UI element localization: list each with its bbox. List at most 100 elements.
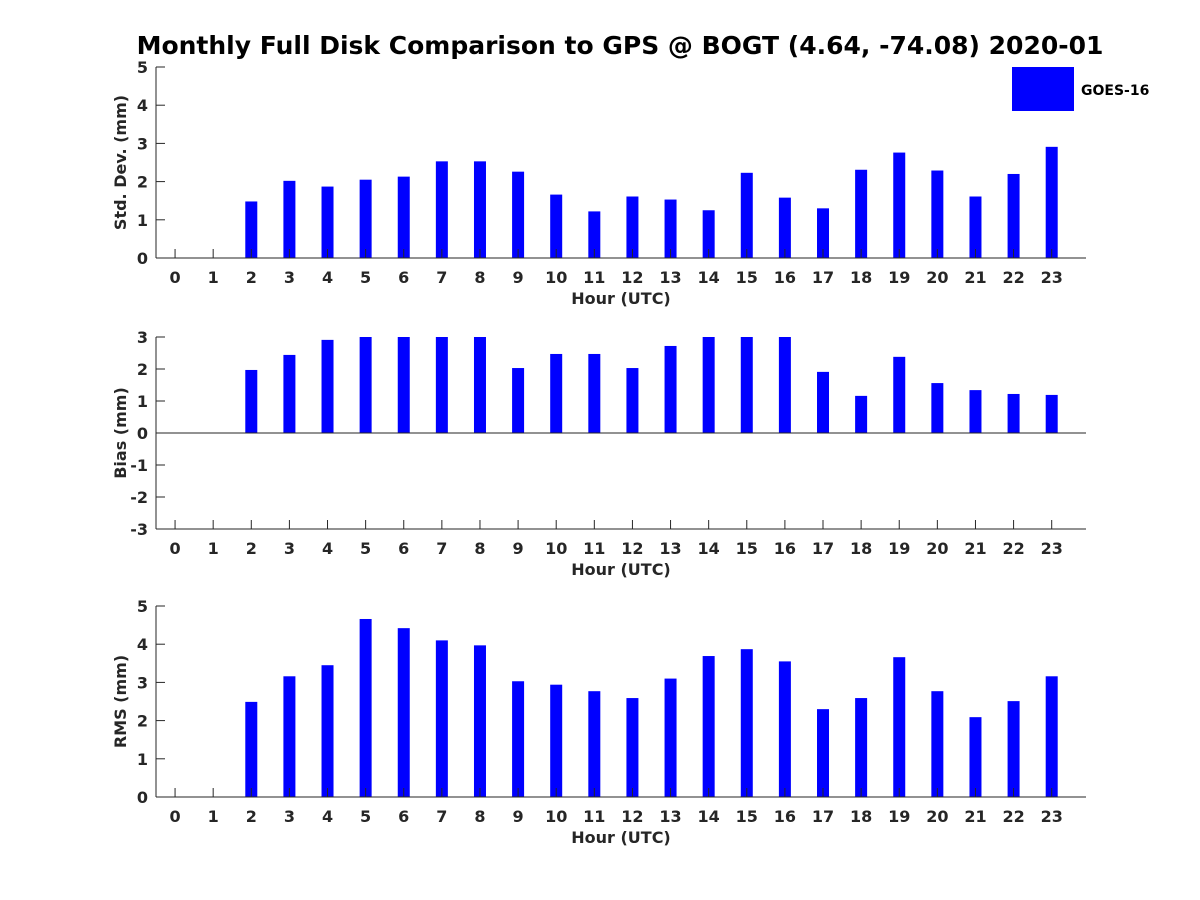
x-tick-label-std-dev-12: 12 (621, 268, 643, 287)
x-axis-label-rms: Hour (UTC) (571, 828, 671, 847)
x-tick-label-std-dev-7: 7 (436, 268, 447, 287)
bar-std-dev-hour-10 (550, 194, 563, 258)
bar-rms-hour-22 (1007, 701, 1020, 797)
x-tick-label-bias-19: 19 (888, 539, 910, 558)
x-tick-label-std-dev-15: 15 (736, 268, 758, 287)
bar-std-dev-hour-16 (778, 197, 791, 258)
x-tick-label-std-dev-4: 4 (322, 268, 333, 287)
x-tick-label-rms-5: 5 (360, 807, 371, 826)
y-tick-label-std-dev-3: 3 (137, 134, 148, 153)
x-tick-label-bias-6: 6 (398, 539, 409, 558)
x-tick-label-rms-21: 21 (964, 807, 986, 826)
bar-rms-hour-3 (283, 676, 296, 797)
bar-rms-hour-11 (588, 691, 601, 797)
bar-bias-hour-2 (245, 369, 258, 433)
bar-std-dev-hour-13 (664, 199, 677, 258)
x-tick-label-bias-18: 18 (850, 539, 872, 558)
bar-bias-hour-4 (321, 339, 334, 433)
x-tick-label-rms-0: 0 (169, 807, 180, 826)
x-tick-label-rms-19: 19 (888, 807, 910, 826)
x-tick-label-std-dev-18: 18 (850, 268, 872, 287)
bar-rms-hour-15 (740, 649, 753, 797)
x-tick-label-bias-11: 11 (583, 539, 605, 558)
x-axis-label-bias: Hour (UTC) (571, 560, 671, 579)
x-tick-label-std-dev-13: 13 (659, 268, 681, 287)
bar-std-dev-hour-2 (245, 201, 258, 258)
bar-rms-hour-18 (855, 698, 868, 797)
bar-std-dev-hour-12 (626, 196, 639, 258)
bar-rms-hour-14 (702, 656, 715, 797)
bar-bias-hour-23 (1045, 394, 1058, 433)
x-tick-label-bias-8: 8 (474, 539, 485, 558)
x-tick-label-rms-1: 1 (208, 807, 219, 826)
x-tick-label-bias-14: 14 (698, 539, 720, 558)
bar-rms-hour-17 (817, 709, 830, 797)
x-tick-label-std-dev-19: 19 (888, 268, 910, 287)
legend-label: GOES-16 (1081, 83, 1149, 99)
bar-rms-hour-10 (550, 684, 563, 797)
bar-rms-hour-21 (969, 717, 982, 797)
x-tick-label-rms-10: 10 (545, 807, 567, 826)
x-tick-label-bias-7: 7 (436, 539, 447, 558)
bar-std-dev-hour-20 (931, 170, 944, 258)
x-tick-label-bias-22: 22 (1002, 539, 1024, 558)
bar-rms-hour-13 (664, 678, 677, 797)
y-tick-label-std-dev-0: 0 (137, 249, 148, 268)
bar-std-dev-hour-14 (702, 210, 715, 258)
x-tick-label-std-dev-11: 11 (583, 268, 605, 287)
x-tick-label-std-dev-9: 9 (513, 268, 524, 287)
bar-bias-hour-10 (550, 353, 563, 433)
bar-rms-hour-7 (435, 640, 448, 797)
bar-bias-hour-21 (969, 390, 982, 433)
bar-bias-hour-8 (473, 337, 486, 433)
bar-rms-hour-20 (931, 691, 944, 797)
bar-std-dev-hour-19 (893, 152, 906, 258)
bar-rms-hour-4 (321, 665, 334, 797)
bar-bias-hour-15 (740, 337, 753, 433)
bar-std-dev-hour-11 (588, 211, 601, 258)
bar-rms-hour-5 (359, 618, 372, 797)
x-tick-label-rms-8: 8 (474, 807, 485, 826)
bar-rms-hour-6 (397, 628, 410, 797)
bar-rms-hour-9 (512, 681, 525, 797)
bar-std-dev-hour-7 (435, 161, 448, 258)
bar-bias-hour-11 (588, 353, 601, 433)
x-tick-label-std-dev-3: 3 (284, 268, 295, 287)
bar-bias-hour-13 (664, 345, 677, 433)
bar-std-dev-hour-22 (1007, 173, 1020, 258)
bar-std-dev-hour-6 (397, 176, 410, 258)
x-tick-label-rms-14: 14 (698, 807, 720, 826)
bar-bias-hour-7 (435, 337, 448, 433)
x-tick-label-std-dev-16: 16 (774, 268, 796, 287)
x-tick-label-bias-16: 16 (774, 539, 796, 558)
x-tick-label-bias-17: 17 (812, 539, 834, 558)
y-tick-label-bias--1: -1 (130, 456, 148, 475)
x-tick-label-bias-3: 3 (284, 539, 295, 558)
x-tick-label-rms-15: 15 (736, 807, 758, 826)
bar-bias-hour-17 (817, 371, 830, 433)
y-tick-label-bias-0: 0 (137, 424, 148, 443)
x-tick-label-bias-23: 23 (1041, 539, 1063, 558)
bar-rms-hour-8 (473, 645, 486, 797)
x-tick-label-bias-2: 2 (246, 539, 257, 558)
x-tick-label-bias-4: 4 (322, 539, 333, 558)
y-tick-label-rms-2: 2 (137, 712, 148, 731)
bar-std-dev-hour-3 (283, 180, 296, 258)
bar-std-dev-hour-4 (321, 186, 334, 258)
bar-std-dev-hour-5 (359, 179, 372, 258)
bar-std-dev-hour-9 (512, 171, 525, 258)
x-tick-label-bias-13: 13 (659, 539, 681, 558)
x-tick-label-bias-5: 5 (360, 539, 371, 558)
y-tick-label-std-dev-4: 4 (137, 96, 148, 115)
y-tick-label-rms-5: 5 (137, 597, 148, 616)
x-tick-label-bias-15: 15 (736, 539, 758, 558)
y-tick-label-std-dev-5: 5 (137, 58, 148, 77)
x-tick-label-rms-11: 11 (583, 807, 605, 826)
x-tick-label-bias-1: 1 (208, 539, 219, 558)
x-tick-label-std-dev-21: 21 (964, 268, 986, 287)
x-tick-label-bias-10: 10 (545, 539, 567, 558)
